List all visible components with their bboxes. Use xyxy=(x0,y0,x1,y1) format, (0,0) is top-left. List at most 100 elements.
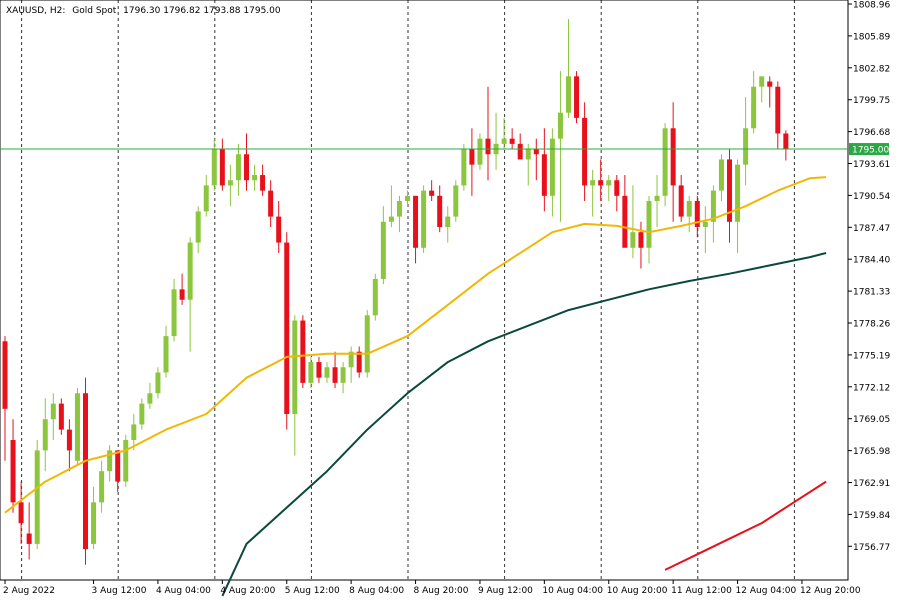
candle-body xyxy=(58,403,64,430)
time-axis: 2 Aug 2022 3 Aug 12:00 4 Aug 04:00 4 Aug 20… xyxy=(3,580,861,596)
candle-body xyxy=(702,221,708,227)
x-tick-label: 4 Aug 20:00 xyxy=(220,586,275,596)
candle-body xyxy=(244,154,249,181)
x-tick-label: 12 Aug 20:00 xyxy=(800,586,861,596)
candle-body xyxy=(115,450,121,482)
moving-average-line xyxy=(221,252,827,597)
candle-body xyxy=(606,180,612,186)
candle-body xyxy=(372,278,378,316)
candle-body xyxy=(477,138,483,165)
y-tick-label: 1775.19 xyxy=(853,351,890,361)
candle-body xyxy=(421,190,427,248)
x-tick-label: 2 Aug 2022 xyxy=(3,586,55,596)
candle-body xyxy=(437,195,443,227)
candle-body xyxy=(533,149,539,155)
candle-body xyxy=(380,221,386,279)
y-tick-label: 1793.61 xyxy=(853,160,890,170)
candle-body xyxy=(18,502,24,524)
candle-body xyxy=(123,440,129,482)
price-tag-box xyxy=(849,143,889,156)
candle-body xyxy=(308,362,314,383)
candle-body xyxy=(694,201,700,227)
candle-body xyxy=(388,216,394,222)
candle-body xyxy=(453,185,459,217)
y-tick-label: 1772.12 xyxy=(853,383,890,393)
candle-body xyxy=(775,86,781,134)
candle-body xyxy=(469,149,475,165)
candle-body xyxy=(260,175,266,191)
candle-body xyxy=(348,351,354,368)
candle-body xyxy=(268,190,274,217)
candle-body xyxy=(517,143,523,160)
candle-body xyxy=(662,128,668,196)
candle-body xyxy=(99,471,105,503)
candle-body xyxy=(654,195,660,202)
candle-body xyxy=(50,403,56,420)
candle-body xyxy=(405,195,410,202)
description-label: Gold Spot xyxy=(72,6,116,16)
y-tick-label: 1796.68 xyxy=(853,128,890,138)
candle-body xyxy=(413,195,419,248)
candle-body xyxy=(598,180,604,186)
candle-body xyxy=(131,424,137,441)
candle-body xyxy=(219,149,225,186)
candle-body xyxy=(26,533,32,544)
chart-header: XAUUSD, H2: Gold Spot 1796.30 1796.82 17… xyxy=(6,6,281,16)
y-tick-label: 1802.82 xyxy=(853,64,890,74)
current-price-line: 1795.00 xyxy=(0,143,889,156)
y-tick-label: 1790.54 xyxy=(853,192,890,202)
candle-body xyxy=(501,138,507,144)
y-tick-label: 1787.47 xyxy=(853,224,890,234)
moving-average-line xyxy=(664,480,827,571)
candle-body xyxy=(276,216,282,243)
x-tick-label: 10 Aug 20:00 xyxy=(607,586,668,596)
x-tick-label: 10 Aug 04:00 xyxy=(542,586,603,596)
candle-body xyxy=(638,232,644,248)
candle-body xyxy=(710,190,716,222)
y-tick-label: 1784.40 xyxy=(853,256,890,266)
x-tick-label: 4 Aug 04:00 xyxy=(156,586,211,596)
candle-body xyxy=(171,289,177,337)
candle-body xyxy=(179,289,185,300)
candle-body xyxy=(718,159,724,191)
price-axis: 1808.96 1805.89 1802.82 1799.75 1796.68 1793.… xyxy=(848,1,890,553)
y-tick-label: 1765.98 xyxy=(853,447,890,457)
candle-body xyxy=(74,393,80,461)
candle-body xyxy=(541,154,547,196)
candle-body xyxy=(783,133,789,150)
moving-average-line xyxy=(4,176,827,514)
candle-body xyxy=(509,138,515,144)
candle-body xyxy=(2,341,8,409)
candle-body xyxy=(751,86,757,129)
x-tick-label: 11 Aug 12:00 xyxy=(671,586,732,596)
price-tag-label: 1795.00 xyxy=(852,146,889,156)
candle-body xyxy=(155,372,161,394)
candle-body xyxy=(211,149,217,186)
candle-body xyxy=(42,419,48,451)
candle-body xyxy=(574,76,580,118)
y-tick-label: 1808.96 xyxy=(853,1,890,11)
symbol-label: XAUUSD, H2: xyxy=(6,6,65,16)
candle-body xyxy=(582,117,588,186)
candle-body xyxy=(324,367,330,378)
candle-body xyxy=(622,195,628,248)
candle-body xyxy=(284,242,290,415)
candle-body xyxy=(139,403,145,425)
candle-body xyxy=(525,149,531,160)
plot-area xyxy=(0,0,849,581)
y-tick-label: 1756.77 xyxy=(853,543,890,553)
candle-body xyxy=(227,180,233,186)
candle-body xyxy=(203,185,209,212)
candle-body xyxy=(83,393,88,550)
candles-layer xyxy=(2,19,789,565)
candle-body xyxy=(735,164,741,222)
y-tick-label: 1799.75 xyxy=(853,96,890,106)
x-tick-label: 8 Aug 04:00 xyxy=(349,586,404,596)
candle-body xyxy=(195,211,201,243)
candle-body xyxy=(557,112,563,139)
candle-body xyxy=(252,175,258,181)
x-tick-label: 8 Aug 20:00 xyxy=(414,586,469,596)
candle-body xyxy=(292,320,298,415)
